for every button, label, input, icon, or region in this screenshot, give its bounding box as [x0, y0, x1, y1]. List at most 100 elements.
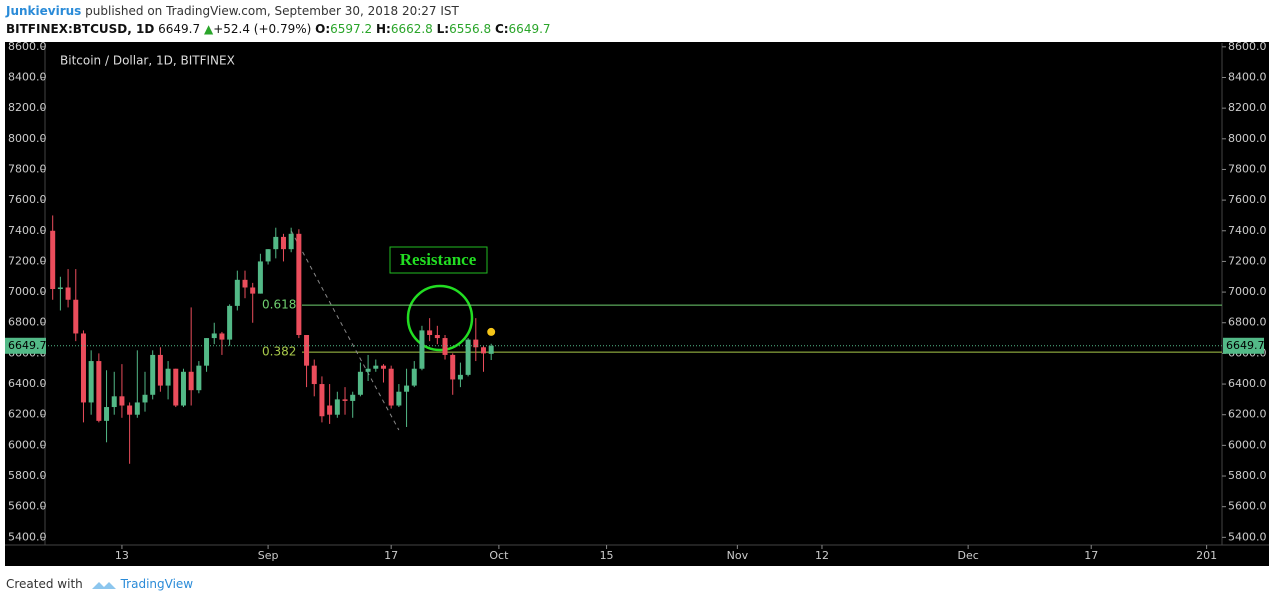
- y-tick-label: 8000.0: [8, 132, 47, 145]
- header-line: Junkievirus published on TradingView.com…: [6, 4, 459, 18]
- y-tick-label: 7600.0: [1228, 193, 1267, 206]
- candle-body: [165, 368, 171, 386]
- y-tick-label: 6200.0: [8, 408, 47, 421]
- y-tick-label: 8400.0: [1228, 70, 1267, 83]
- x-tick-label: 12: [815, 549, 829, 562]
- candle-body: [127, 405, 133, 415]
- highlight-circle: [406, 284, 474, 352]
- last-price-label: 6649.7: [8, 339, 47, 352]
- candle-body: [265, 249, 271, 262]
- candle-body: [134, 402, 140, 415]
- candle-body: [273, 236, 279, 250]
- candle-body: [404, 385, 410, 392]
- c-label: C:: [494, 22, 509, 36]
- candle-body: [80, 333, 86, 403]
- candle-body: [288, 233, 294, 250]
- o-value: 6597.2: [330, 22, 373, 36]
- candle-body: [280, 236, 286, 250]
- candle-body: [319, 384, 325, 417]
- candle-body: [142, 394, 148, 403]
- x-tick-label: Sep: [258, 549, 279, 562]
- last-price: 6649.7: [158, 22, 201, 36]
- y-tick-label: 7000.0: [1228, 285, 1267, 298]
- y-tick-label: 7400.0: [1228, 224, 1267, 237]
- y-tick-label: 8400.0: [8, 70, 47, 83]
- candle-body: [180, 371, 186, 406]
- c-value: 6649.7: [508, 22, 551, 36]
- candle-body: [242, 279, 248, 288]
- candle-body: [480, 347, 486, 354]
- y-tick-label: 8200.0: [8, 101, 47, 114]
- candle-body: [196, 365, 202, 391]
- candle-body: [327, 405, 333, 415]
- published: published on TradingView.com, September …: [81, 4, 459, 18]
- y-tick-label: 5800.0: [8, 469, 47, 482]
- change: +52.4 (+0.79%): [213, 22, 312, 36]
- y-tick-label: 5600.0: [1228, 500, 1267, 513]
- y-tick-label: 7200.0: [8, 254, 47, 267]
- candle-body: [211, 333, 217, 339]
- candle-body: [204, 338, 210, 366]
- y-tick-label: 7800.0: [1228, 162, 1267, 175]
- candle-body: [488, 345, 494, 354]
- candle-body: [227, 305, 233, 340]
- last-price-label: 6649.7: [1226, 339, 1265, 352]
- footer-text: Created with: [6, 577, 83, 591]
- chart: Bitcoin / Dollar, 1D, BITFINEX Resistanc…: [5, 40, 1269, 566]
- y-tick-label: 7800.0: [8, 162, 47, 175]
- symbol: BITFINEX:BTCUSD, 1D: [6, 22, 155, 36]
- candle-body: [250, 287, 256, 294]
- y-tick-label: 8200.0: [1228, 101, 1267, 114]
- candle-body: [311, 365, 317, 385]
- candle-body: [96, 361, 102, 421]
- candle-body: [450, 354, 456, 380]
- candle-body: [57, 287, 63, 290]
- candle-body: [427, 330, 433, 336]
- y-tick-label: 6800.0: [8, 316, 47, 329]
- x-tick-label: 17: [384, 549, 398, 562]
- y-tick-label: 7400.0: [8, 224, 47, 237]
- y-tick-label: 6400.0: [8, 377, 47, 390]
- candle-body: [388, 368, 394, 406]
- brand[interactable]: TradingView: [120, 577, 194, 591]
- candle-body: [434, 335, 440, 339]
- candle-body: [173, 368, 179, 406]
- candle-body: [50, 230, 56, 290]
- candle-body: [257, 261, 263, 294]
- candle-body: [373, 365, 379, 369]
- y-tick-label: 7600.0: [8, 193, 47, 206]
- candle-body: [65, 287, 71, 300]
- y-tick-label: 6000.0: [8, 438, 47, 451]
- candle-body: [304, 335, 310, 366]
- y-tick-label: 5800.0: [1228, 469, 1267, 482]
- logo: [91, 581, 116, 589]
- footer: Created with TradingView: [6, 577, 193, 591]
- candle-body: [442, 338, 448, 355]
- candle-body: [357, 371, 363, 395]
- y-tick-label: 7000.0: [8, 285, 47, 298]
- y-tick-label: 5600.0: [8, 500, 47, 513]
- y-tick-label: 6200.0: [1228, 408, 1267, 421]
- y-tick-label: 8600.0: [8, 40, 47, 53]
- y-tick-label: 6800.0: [1228, 316, 1267, 329]
- author[interactable]: Junkievirus: [6, 4, 82, 18]
- candle-body: [350, 394, 356, 401]
- x-tick-label: 17: [1084, 549, 1098, 562]
- candle-body: [380, 365, 386, 369]
- candle-body: [73, 299, 79, 334]
- candle-body: [365, 368, 371, 372]
- candle-body: [150, 354, 156, 395]
- x-tick-label: 13: [115, 549, 129, 562]
- candle-body: [419, 330, 425, 369]
- o-label: O:: [315, 22, 331, 36]
- annotation-box: [389, 246, 488, 274]
- y-tick-label: 6000.0: [1228, 438, 1267, 451]
- y-tick-label: 7200.0: [1228, 254, 1267, 267]
- candle-body: [157, 354, 163, 386]
- x-tick-label: 15: [600, 549, 614, 562]
- candle-body: [342, 399, 348, 401]
- candle-body: [188, 371, 194, 391]
- chart-bg: [5, 42, 1269, 566]
- fib-label: 0.618: [262, 298, 296, 312]
- last-price-box: [1223, 337, 1264, 354]
